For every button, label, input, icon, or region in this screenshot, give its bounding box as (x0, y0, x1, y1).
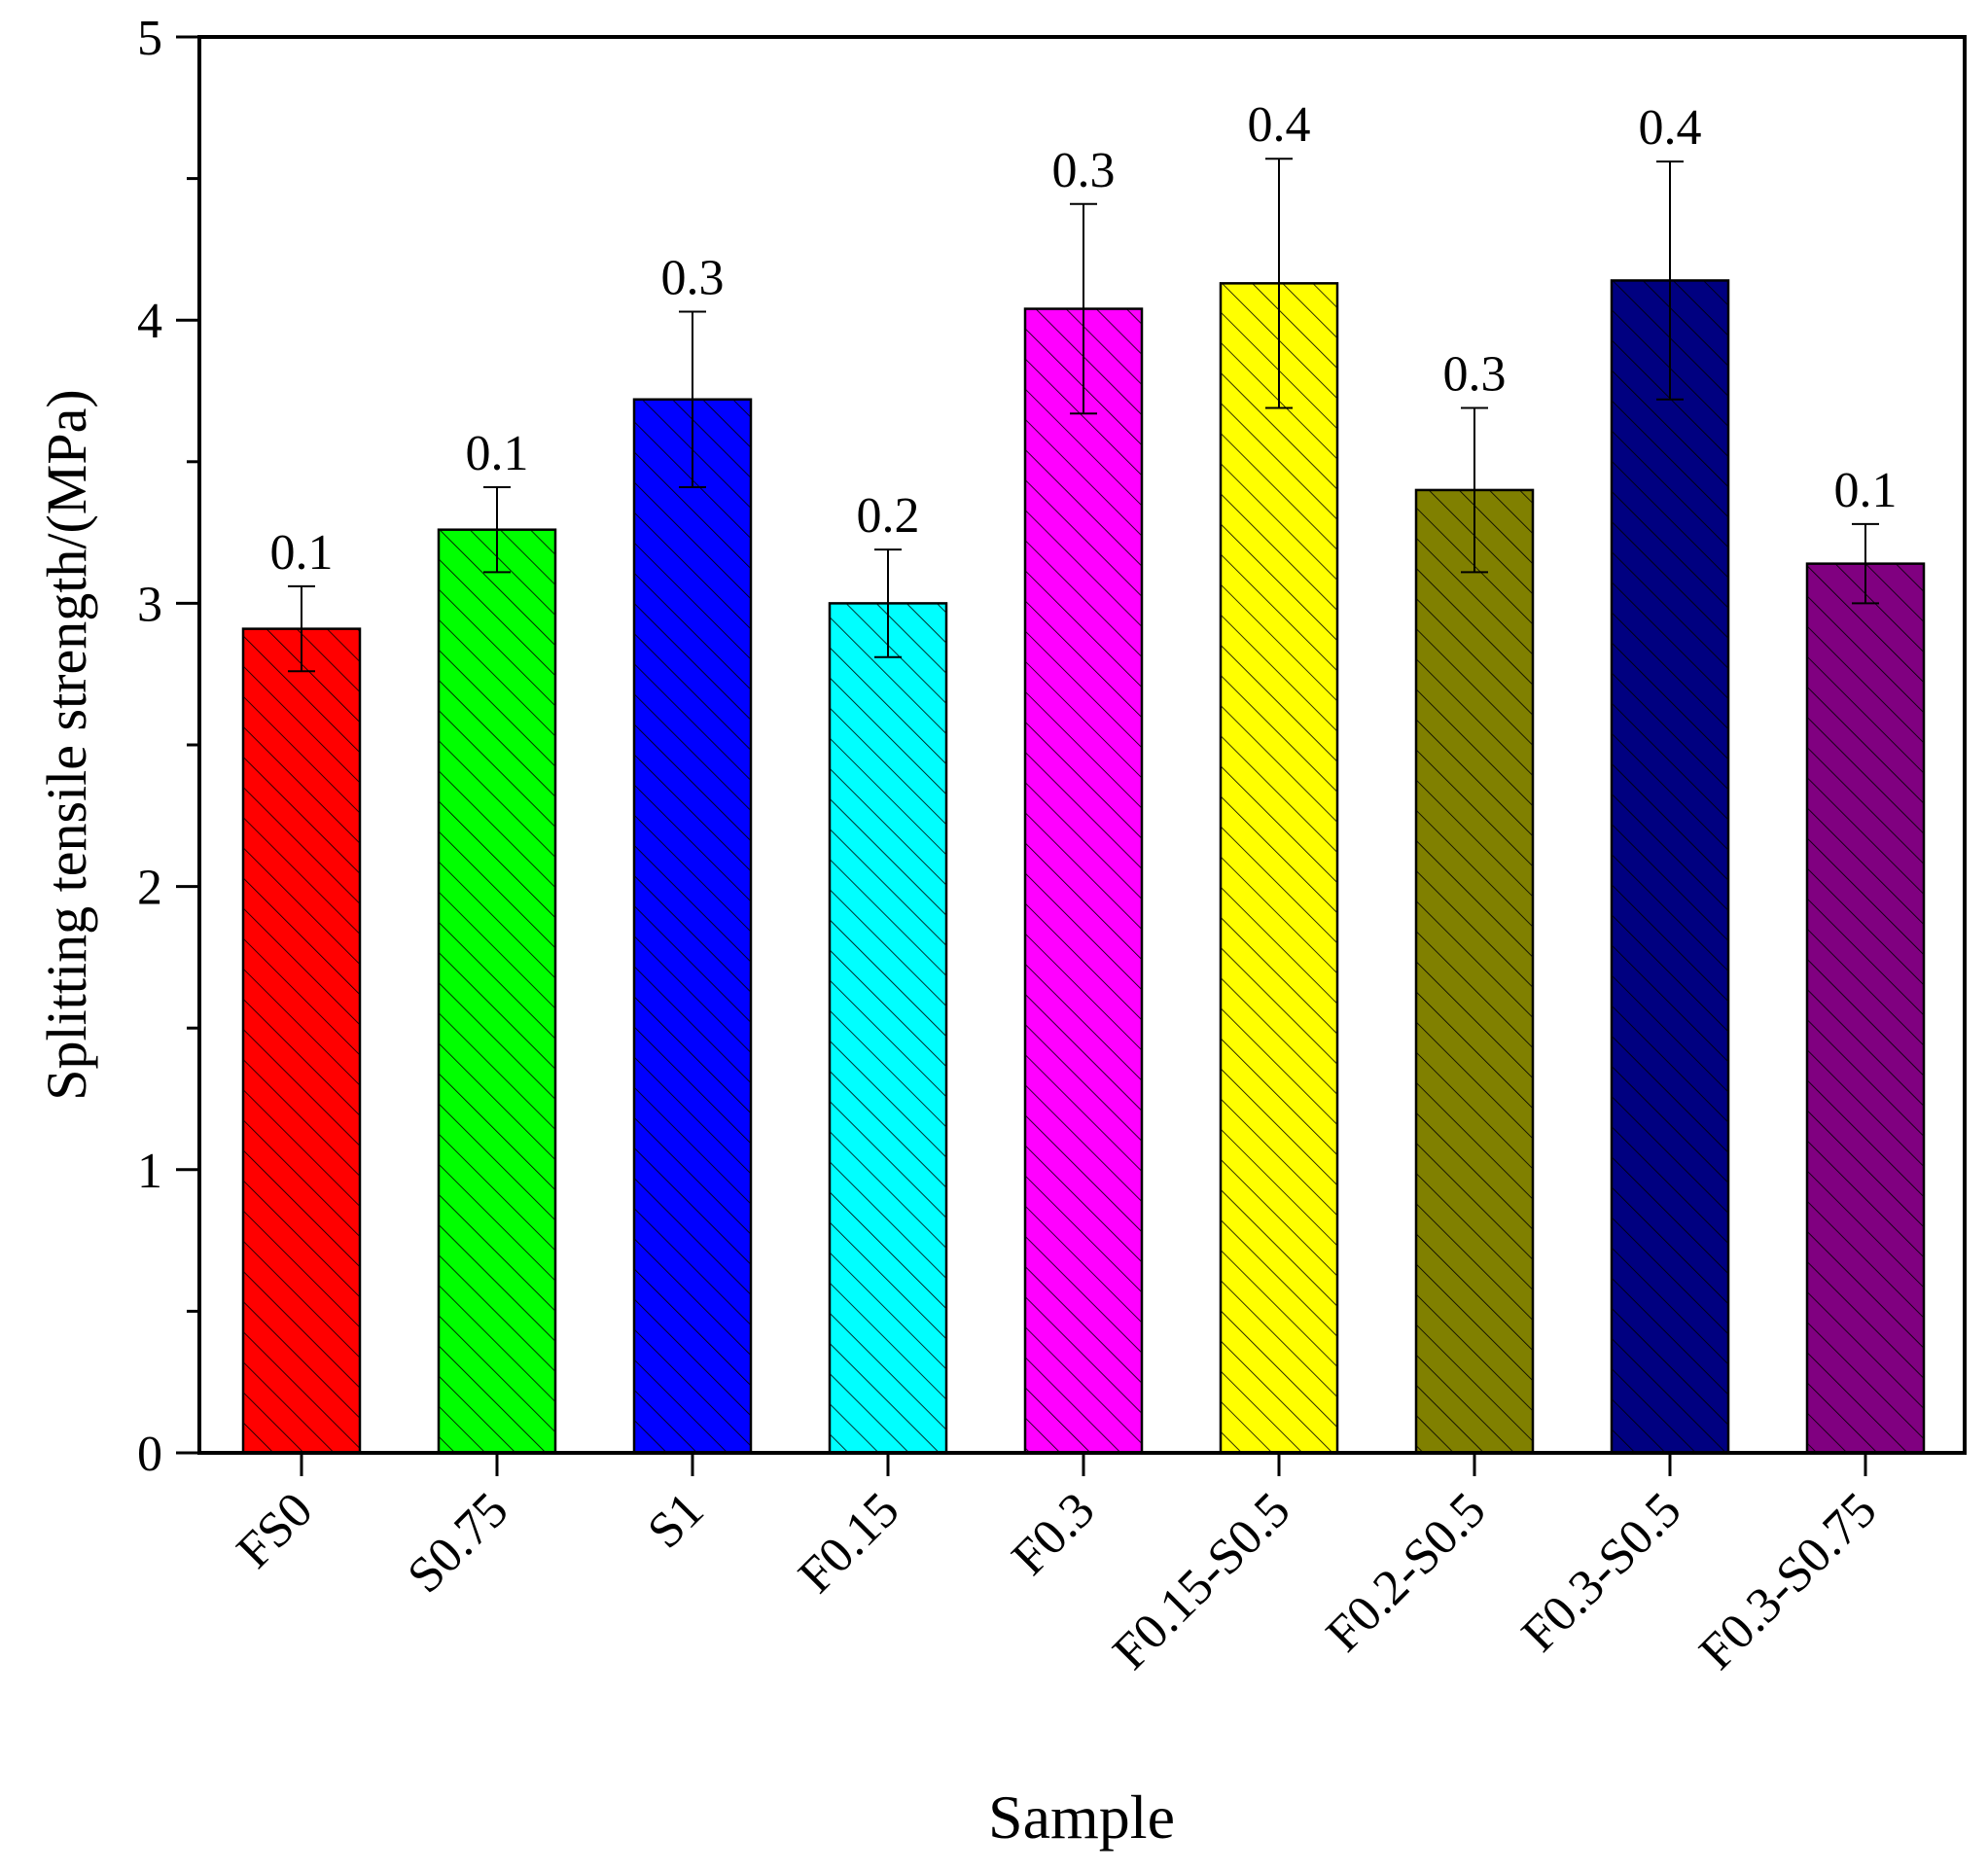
data-label-f0-15: 0.2 (857, 488, 920, 544)
x-tick-label-s1: S1 (637, 1482, 714, 1559)
bar-hatch-f0-3-s0-5 (1610, 279, 1730, 1455)
x-tick-label-fs0: FS0 (227, 1482, 324, 1579)
data-label-f0-3: 0.3 (1052, 143, 1116, 198)
data-label-s0-75: 0.1 (466, 426, 529, 481)
bar-hatch-f0-15 (828, 602, 948, 1455)
data-label-s1: 0.3 (661, 250, 725, 305)
x-tick-label-f0-15-s0-5: F0.15-S0.5 (1103, 1482, 1301, 1680)
y-tick-label-0: 0 (137, 1427, 162, 1482)
y-tick-label-3: 3 (137, 577, 162, 632)
x-tick-label-f0-3-s0-75: F0.3-S0.75 (1689, 1482, 1888, 1680)
y-axis-label: Splitting tensile strength/(MPa) (35, 389, 98, 1100)
bar-hatch-f0-3 (1023, 307, 1144, 1455)
y-tick-label-4: 4 (137, 294, 162, 349)
data-label-fs0: 0.1 (270, 525, 334, 581)
bar-hatch-fs0 (241, 627, 362, 1455)
data-label-f0-3-s0-5: 0.4 (1639, 100, 1702, 156)
bar-hatch-s0-75 (437, 528, 557, 1455)
bar-hatch-f0-3-s0-75 (1805, 562, 1926, 1455)
bars-layer: 0.1 0.1 0.3 0.2 0.3 0.4 0.3 0.4 0.1 (241, 97, 1926, 1455)
y-tick-label-1: 1 (137, 1144, 162, 1199)
y-tick-label-5: 5 (137, 11, 162, 66)
x-tick-label-f0-2-s0-5: F0.2-S0.5 (1316, 1482, 1496, 1662)
x-tick-label-f0-3-s0-5: F0.3-S0.5 (1511, 1482, 1691, 1662)
x-tick-label-f0-3: F0.3 (1002, 1482, 1106, 1586)
x-tick-label-s0-75: S0.75 (397, 1482, 518, 1604)
bar-hatch-f0-15-s0-5 (1219, 282, 1339, 1455)
x-tick-label-f0-15: F0.15 (788, 1482, 909, 1604)
bar-hatch-s1 (632, 398, 753, 1455)
bar-hatch-f0-2-s0-5 (1414, 488, 1535, 1455)
y-tick-label-2: 2 (137, 861, 162, 916)
data-label-f0-15-s0-5: 0.4 (1248, 97, 1311, 153)
x-axis-label: Sample (988, 1783, 1175, 1852)
data-label-f0-2-s0-5: 0.3 (1443, 346, 1507, 402)
data-label-f0-3-s0-75: 0.1 (1834, 463, 1898, 518)
